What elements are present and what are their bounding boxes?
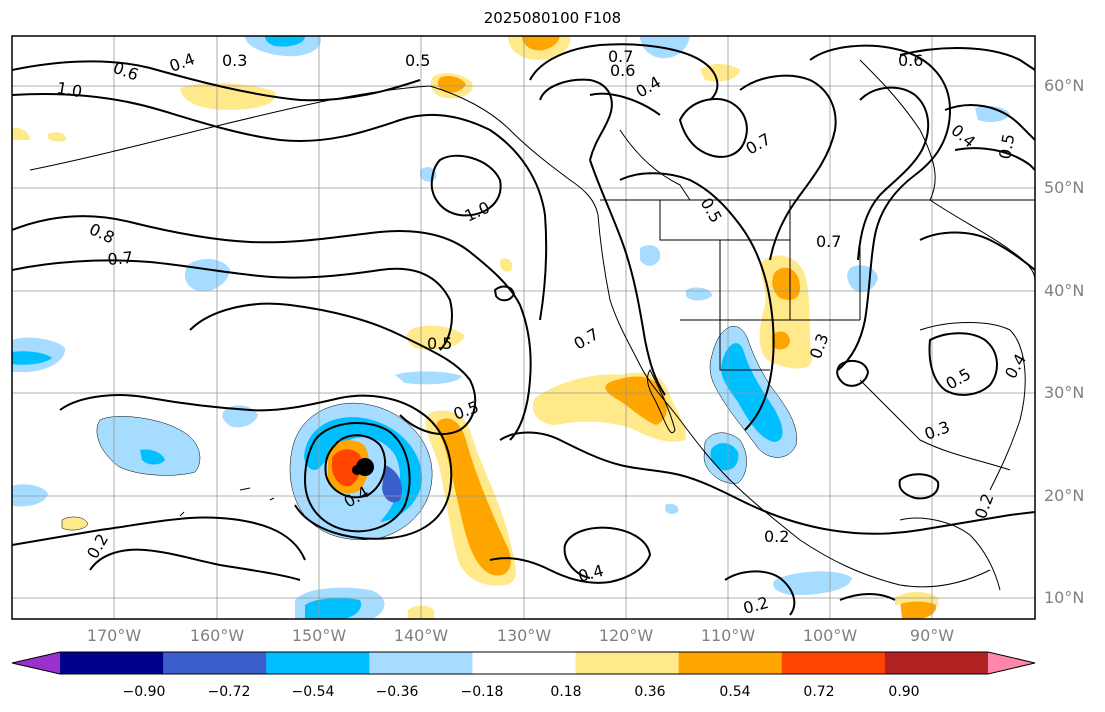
colorbar-tick: 0.72 xyxy=(803,684,835,700)
contour-label: 0.2 xyxy=(764,527,789,546)
colorbar-segment xyxy=(575,652,680,674)
lat-label: 30°N xyxy=(1044,383,1085,402)
lon-label: 110°W xyxy=(700,626,756,645)
lon-label: 160°W xyxy=(189,626,245,645)
map-frame xyxy=(11,35,1036,620)
colorbar-tick: 0.18 xyxy=(550,684,582,700)
blob-19 xyxy=(665,503,679,515)
blob-9 xyxy=(395,371,462,385)
colorbar-extend-high xyxy=(988,652,1035,674)
colorbar-segment xyxy=(884,652,989,674)
band-orange xyxy=(436,418,511,576)
storm-track-dot xyxy=(352,465,362,475)
contour-label: 0.5 xyxy=(405,51,430,70)
plains-orange-2 xyxy=(772,331,790,350)
map-gridlines xyxy=(12,36,1035,619)
lat-label: 10°N xyxy=(1044,588,1085,607)
lon-label: 150°W xyxy=(291,626,347,645)
colorbar-tick: 0.54 xyxy=(719,684,751,700)
map-title: 2025080100 F108 xyxy=(483,9,622,27)
colorbar-segment xyxy=(266,652,370,674)
lat-label: 50°N xyxy=(1044,178,1085,197)
blob-2b xyxy=(140,449,165,465)
lon-label: 90°W xyxy=(909,626,955,645)
lat-label: 40°N xyxy=(1044,281,1085,300)
colorbar-outline xyxy=(11,651,1036,675)
top-blue-mid xyxy=(265,36,305,47)
colorbar-tick: 0.90 xyxy=(888,684,920,700)
blob-20 xyxy=(12,127,30,140)
colorbar-segment xyxy=(678,652,783,674)
bc-orange xyxy=(437,76,466,93)
lon-label: 140°W xyxy=(393,626,449,645)
contour-label: 0.7 xyxy=(816,232,841,251)
contour-label: 0.5 xyxy=(427,334,452,353)
blob-6 xyxy=(61,516,89,531)
contour-label: 0.6 xyxy=(610,61,635,80)
lat-label: 60°N xyxy=(1044,76,1085,95)
lon-label: 170°W xyxy=(86,626,142,645)
colorbar-segment xyxy=(163,652,267,674)
mexico-mid-2 xyxy=(710,443,739,471)
contour-label: 0.3 xyxy=(222,51,247,70)
colorbar-segment xyxy=(369,652,473,674)
plains-orange xyxy=(772,267,800,300)
colorbar-segment xyxy=(472,652,577,674)
colorbar-segment xyxy=(60,652,164,674)
contour-lines xyxy=(12,43,1035,616)
contour-label: 1.0 xyxy=(55,78,83,101)
contour-labels: 0.3 0.4 0.6 1.0 0.5 0.7 0.6 0.4 0.8 0.7 … xyxy=(55,47,1030,618)
colorbar-tick: −0.54 xyxy=(291,684,335,700)
colorbar-extend-low xyxy=(12,652,60,674)
colorbar-tick: −0.90 xyxy=(122,684,166,700)
storm-red xyxy=(332,449,362,487)
blob-21 xyxy=(48,132,67,142)
lat-label: 20°N xyxy=(1044,486,1085,505)
aleutian-yellow xyxy=(180,83,276,110)
colorbar xyxy=(11,651,1036,675)
blob-15 xyxy=(773,571,852,596)
blob-2 xyxy=(96,416,201,476)
storm-blue-mid xyxy=(304,417,423,522)
colorbar-tick: −0.72 xyxy=(207,684,251,700)
colorbar-tick: −0.18 xyxy=(460,684,504,700)
contour-label: 0.7 xyxy=(608,47,633,66)
blob-18 xyxy=(500,258,513,272)
baja-orange xyxy=(605,376,667,425)
lon-label: 130°W xyxy=(496,626,552,645)
blob-5 xyxy=(12,484,48,507)
map-background xyxy=(12,36,1035,619)
colorbar-segment xyxy=(781,652,886,674)
blob-16b xyxy=(895,592,938,606)
lon-label: 120°W xyxy=(598,626,654,645)
contour-label: 0.7 xyxy=(107,248,134,269)
alaska-orange xyxy=(522,36,560,51)
mexico-mid xyxy=(721,343,783,442)
contour-label: 0.6 xyxy=(898,51,923,70)
storm-blue-strong xyxy=(382,465,403,503)
contour-label: 0.5 xyxy=(995,132,1018,160)
colorbar-tick: −0.36 xyxy=(375,684,419,700)
blob-11 xyxy=(640,245,661,266)
coastlines xyxy=(29,59,1035,591)
blob-1b xyxy=(12,351,52,365)
blob-14 xyxy=(975,106,1010,122)
colorbar-tick: 0.36 xyxy=(634,684,666,700)
lon-label: 100°W xyxy=(802,626,858,645)
